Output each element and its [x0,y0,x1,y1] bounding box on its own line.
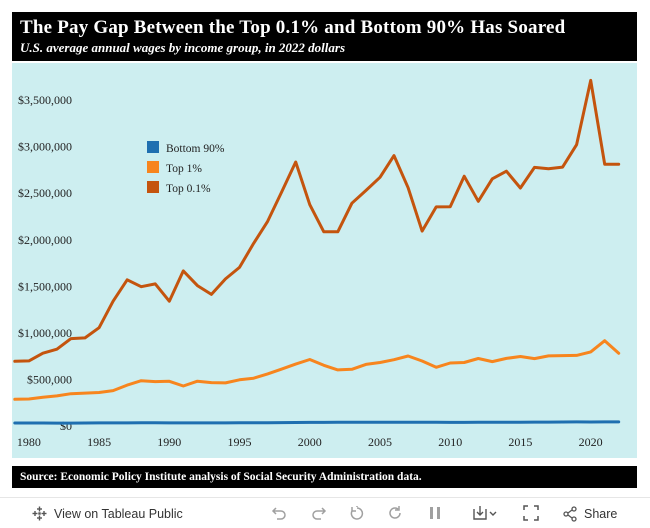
undo-icon [271,507,286,520]
redo-icon [312,507,327,520]
legend-swatch [147,181,159,193]
pause-icon [430,507,440,519]
x-axis-band [12,430,637,458]
title-bar: The Pay Gap Between the Top 0.1% and Bot… [12,12,637,61]
fullscreen-button[interactable] [520,503,542,523]
refresh-button[interactable] [384,503,406,523]
chart-title: The Pay Gap Between the Top 0.1% and Bot… [20,17,566,38]
y-tick-label: $2,500,000 [18,186,72,200]
view-on-tableau-link[interactable]: View on Tableau Public [32,506,183,521]
x-tick-label: 1980 [17,435,41,449]
x-tick-label: 2000 [298,435,322,449]
revert-icon [350,506,364,520]
series-line-top-0-1- [13,78,621,363]
chart-subtitle: U.S. average annual wages by income grou… [20,40,346,55]
legend-swatch [147,161,159,173]
fullscreen-icon [523,505,539,521]
tableau-logo-icon [32,506,47,521]
x-tick-label: 1995 [228,435,252,449]
x-tick-label: 2020 [579,435,603,449]
x-tick-label: 2005 [368,435,392,449]
tableau-footer: View on Tableau Public Share [0,497,650,528]
download-button[interactable] [470,503,500,523]
share-icon [563,506,577,522]
y-tick-label: $2,000,000 [18,233,72,247]
undo-button[interactable] [268,503,290,523]
y-tick-label: $1,500,000 [18,279,72,293]
revert-button[interactable] [346,503,368,523]
pause-button[interactable] [424,503,446,523]
series-line-bottom-90- [13,420,621,425]
share-button[interactable]: Share [562,506,617,522]
x-tick-label: 2010 [438,435,462,449]
share-label: Share [584,507,618,521]
x-tick-label: 2015 [508,435,532,449]
y-tick-label: $3,000,000 [18,140,72,154]
download-icon [473,506,497,520]
legend-swatch [147,141,159,153]
legend-label: Top 0.1% [166,183,211,195]
series-line-top-1- [13,339,621,401]
plot-area [12,63,637,430]
y-tick-label: $1,000,000 [18,326,72,340]
x-tick-label: 1990 [157,435,181,449]
legend-label: Top 1% [166,163,202,175]
legend-label: Bottom 90% [166,143,225,155]
line-chart: $0$500,000$1,000,000$1,500,000$2,000,000… [12,63,637,458]
x-tick-label: 1985 [87,435,111,449]
y-tick-label: $3,500,000 [18,93,72,107]
source-note: Source: Economic Policy Institute analys… [12,466,637,488]
refresh-icon [389,506,401,519]
redo-button[interactable] [308,503,330,523]
view-on-tableau-label: View on Tableau Public [54,506,183,521]
y-tick-label: $500,000 [27,372,72,386]
